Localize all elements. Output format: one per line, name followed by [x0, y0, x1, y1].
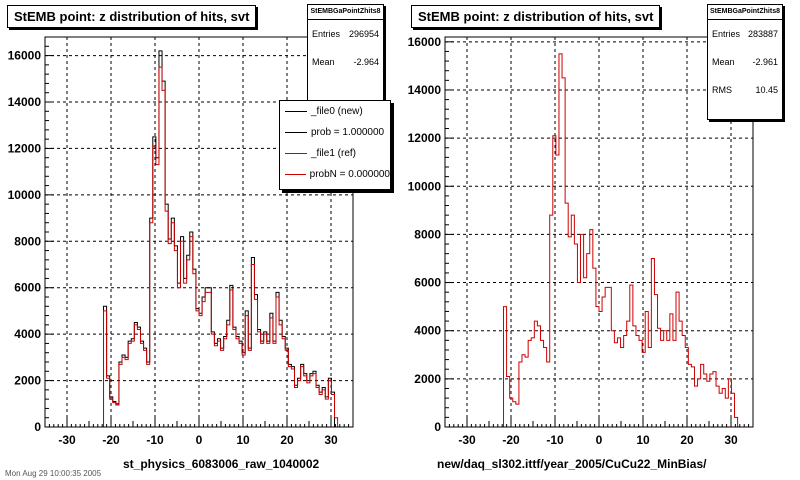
y-tick-label-3: 6000	[414, 276, 441, 290]
y-tick-label-2: 4000	[14, 327, 41, 341]
x-tick-label-4: 10	[636, 433, 650, 447]
histogram-series-0	[445, 53, 753, 428]
legend-label-probN: probN = 0.000000	[309, 169, 390, 180]
legend-label-file0: _file0 (new)	[311, 106, 363, 117]
right-plot-title: StEMB point: z distribution of hits, svt	[411, 5, 661, 28]
left-stats-entries: Entries 296954	[308, 20, 383, 48]
x-tick-label-2: -10	[146, 433, 164, 447]
right-canvas: -30 -20 -10 0 10 20 30 0 2000 4000 6000 8000 10000 12…	[400, 0, 800, 480]
x-tick-label-1: -20	[102, 433, 120, 447]
x-tick-label-1: -20	[502, 433, 520, 447]
right-stats-box: StEMBGaPointZhits8 Entries 283887 Mean -…	[707, 4, 783, 120]
left-stats-mean-value: -2.964	[353, 57, 379, 67]
right-stats-rms-label: RMS	[712, 85, 732, 95]
legend-line-file1	[285, 153, 307, 154]
y-tick-label-1: 2000	[14, 374, 41, 388]
x-tick-label-6: 30	[724, 433, 738, 447]
footer-timestamp: Mon Aug 29 10:00:35 2005	[5, 469, 102, 478]
x-tick-label-4: 10	[236, 433, 250, 447]
x-tick-label-3: 0	[596, 433, 603, 447]
y-tick-label-7: 14000	[8, 95, 42, 109]
legend-line-file0	[285, 111, 307, 112]
left-stats-mean: Mean -2.964	[308, 48, 383, 76]
legend-entry-file0: _file0 (new)	[280, 101, 390, 122]
legend-entry-probN: probN = 0.000000	[280, 164, 390, 185]
right-histogram-plot: -30 -20 -10 0 10 20 30 0 2000 4000 6000 8000 10000 12…	[408, 35, 754, 447]
y-tick-label-0: 0	[434, 420, 441, 434]
right-stats-mean: Mean -2.961	[708, 48, 782, 76]
legend-entry-file1: _file1 (ref)	[280, 143, 390, 164]
x-tick-label-6: 30	[324, 433, 338, 447]
left-canvas: -30 -20 -10 0 10 20 30 0 2000 4000 6000 8000 10000 12…	[7, 4, 391, 471]
left-stats-box: StEMBGaPointZhits8 Entries 296954 Mean -…	[307, 4, 384, 104]
right-stats-entries-label: Entries	[712, 29, 741, 39]
right-stats-entries-value: 283887	[747, 29, 778, 39]
right-stats-rms-value: 10.45	[755, 85, 778, 95]
left-stats-name: StEMBGaPointZhits8	[308, 5, 383, 20]
legend-label-file1: _file1 (ref)	[311, 148, 357, 159]
y-tick-label-4: 8000	[14, 234, 41, 248]
right-stats-rms: RMS 10.45	[708, 76, 782, 104]
right-x-axis-title: new/daq_sl302.ittf/year_2005/CuCu22_MinB…	[437, 457, 707, 471]
left-legend: _file0 (new) prob = 1.000000 _file1 (ref…	[279, 100, 391, 190]
y-tick-label-3: 6000	[14, 281, 41, 295]
left-histogram-plot: -30 -20 -10 0 10 20 30 0 2000 4000 6000 8000 10000 12…	[8, 36, 354, 447]
y-tick-label-4: 8000	[414, 227, 441, 241]
x-tick-label-0: -30	[458, 433, 476, 447]
left-x-axis-title: st_physics_6083006_raw_1040002	[123, 457, 320, 471]
x-tick-label-5: 20	[280, 433, 294, 447]
x-tick-label-5: 20	[680, 433, 694, 447]
left-plot-title: StEMB point: z distribution of hits, svt	[7, 5, 257, 28]
y-tick-label-5: 10000	[8, 188, 42, 202]
right-stats-mean-value: -2.961	[752, 57, 778, 67]
y-tick-label-6: 12000	[8, 141, 42, 155]
legend-label-prob: prob = 1.000000	[311, 127, 385, 138]
x-tick-label-2: -10	[546, 433, 564, 447]
y-tick-label-2: 4000	[414, 324, 441, 338]
x-tick-label-0: -30	[58, 433, 76, 447]
left-stats-entries-label: Entries	[312, 29, 341, 39]
left-stats-mean-label: Mean	[312, 57, 335, 67]
legend-line-prob	[285, 132, 307, 133]
right-stats-mean-label: Mean	[712, 57, 735, 67]
y-tick-label-8: 16000	[408, 35, 442, 49]
y-tick-label-8: 16000	[8, 49, 42, 63]
y-tick-label-1: 2000	[414, 372, 441, 386]
y-tick-label-7: 14000	[408, 83, 442, 97]
right-stats-entries: Entries 283887	[708, 20, 782, 48]
right-stats-name: StEMBGaPointZhits8	[708, 5, 782, 20]
left-stats-entries-value: 296954	[348, 29, 379, 39]
legend-line-probN	[285, 174, 306, 175]
y-tick-label-0: 0	[34, 420, 41, 434]
histogram-series-1	[45, 66, 353, 428]
x-tick-label-3: 0	[196, 433, 203, 447]
y-tick-label-6: 12000	[408, 131, 442, 145]
y-tick-label-5: 10000	[408, 179, 442, 193]
legend-entry-prob: prob = 1.000000	[280, 122, 390, 143]
